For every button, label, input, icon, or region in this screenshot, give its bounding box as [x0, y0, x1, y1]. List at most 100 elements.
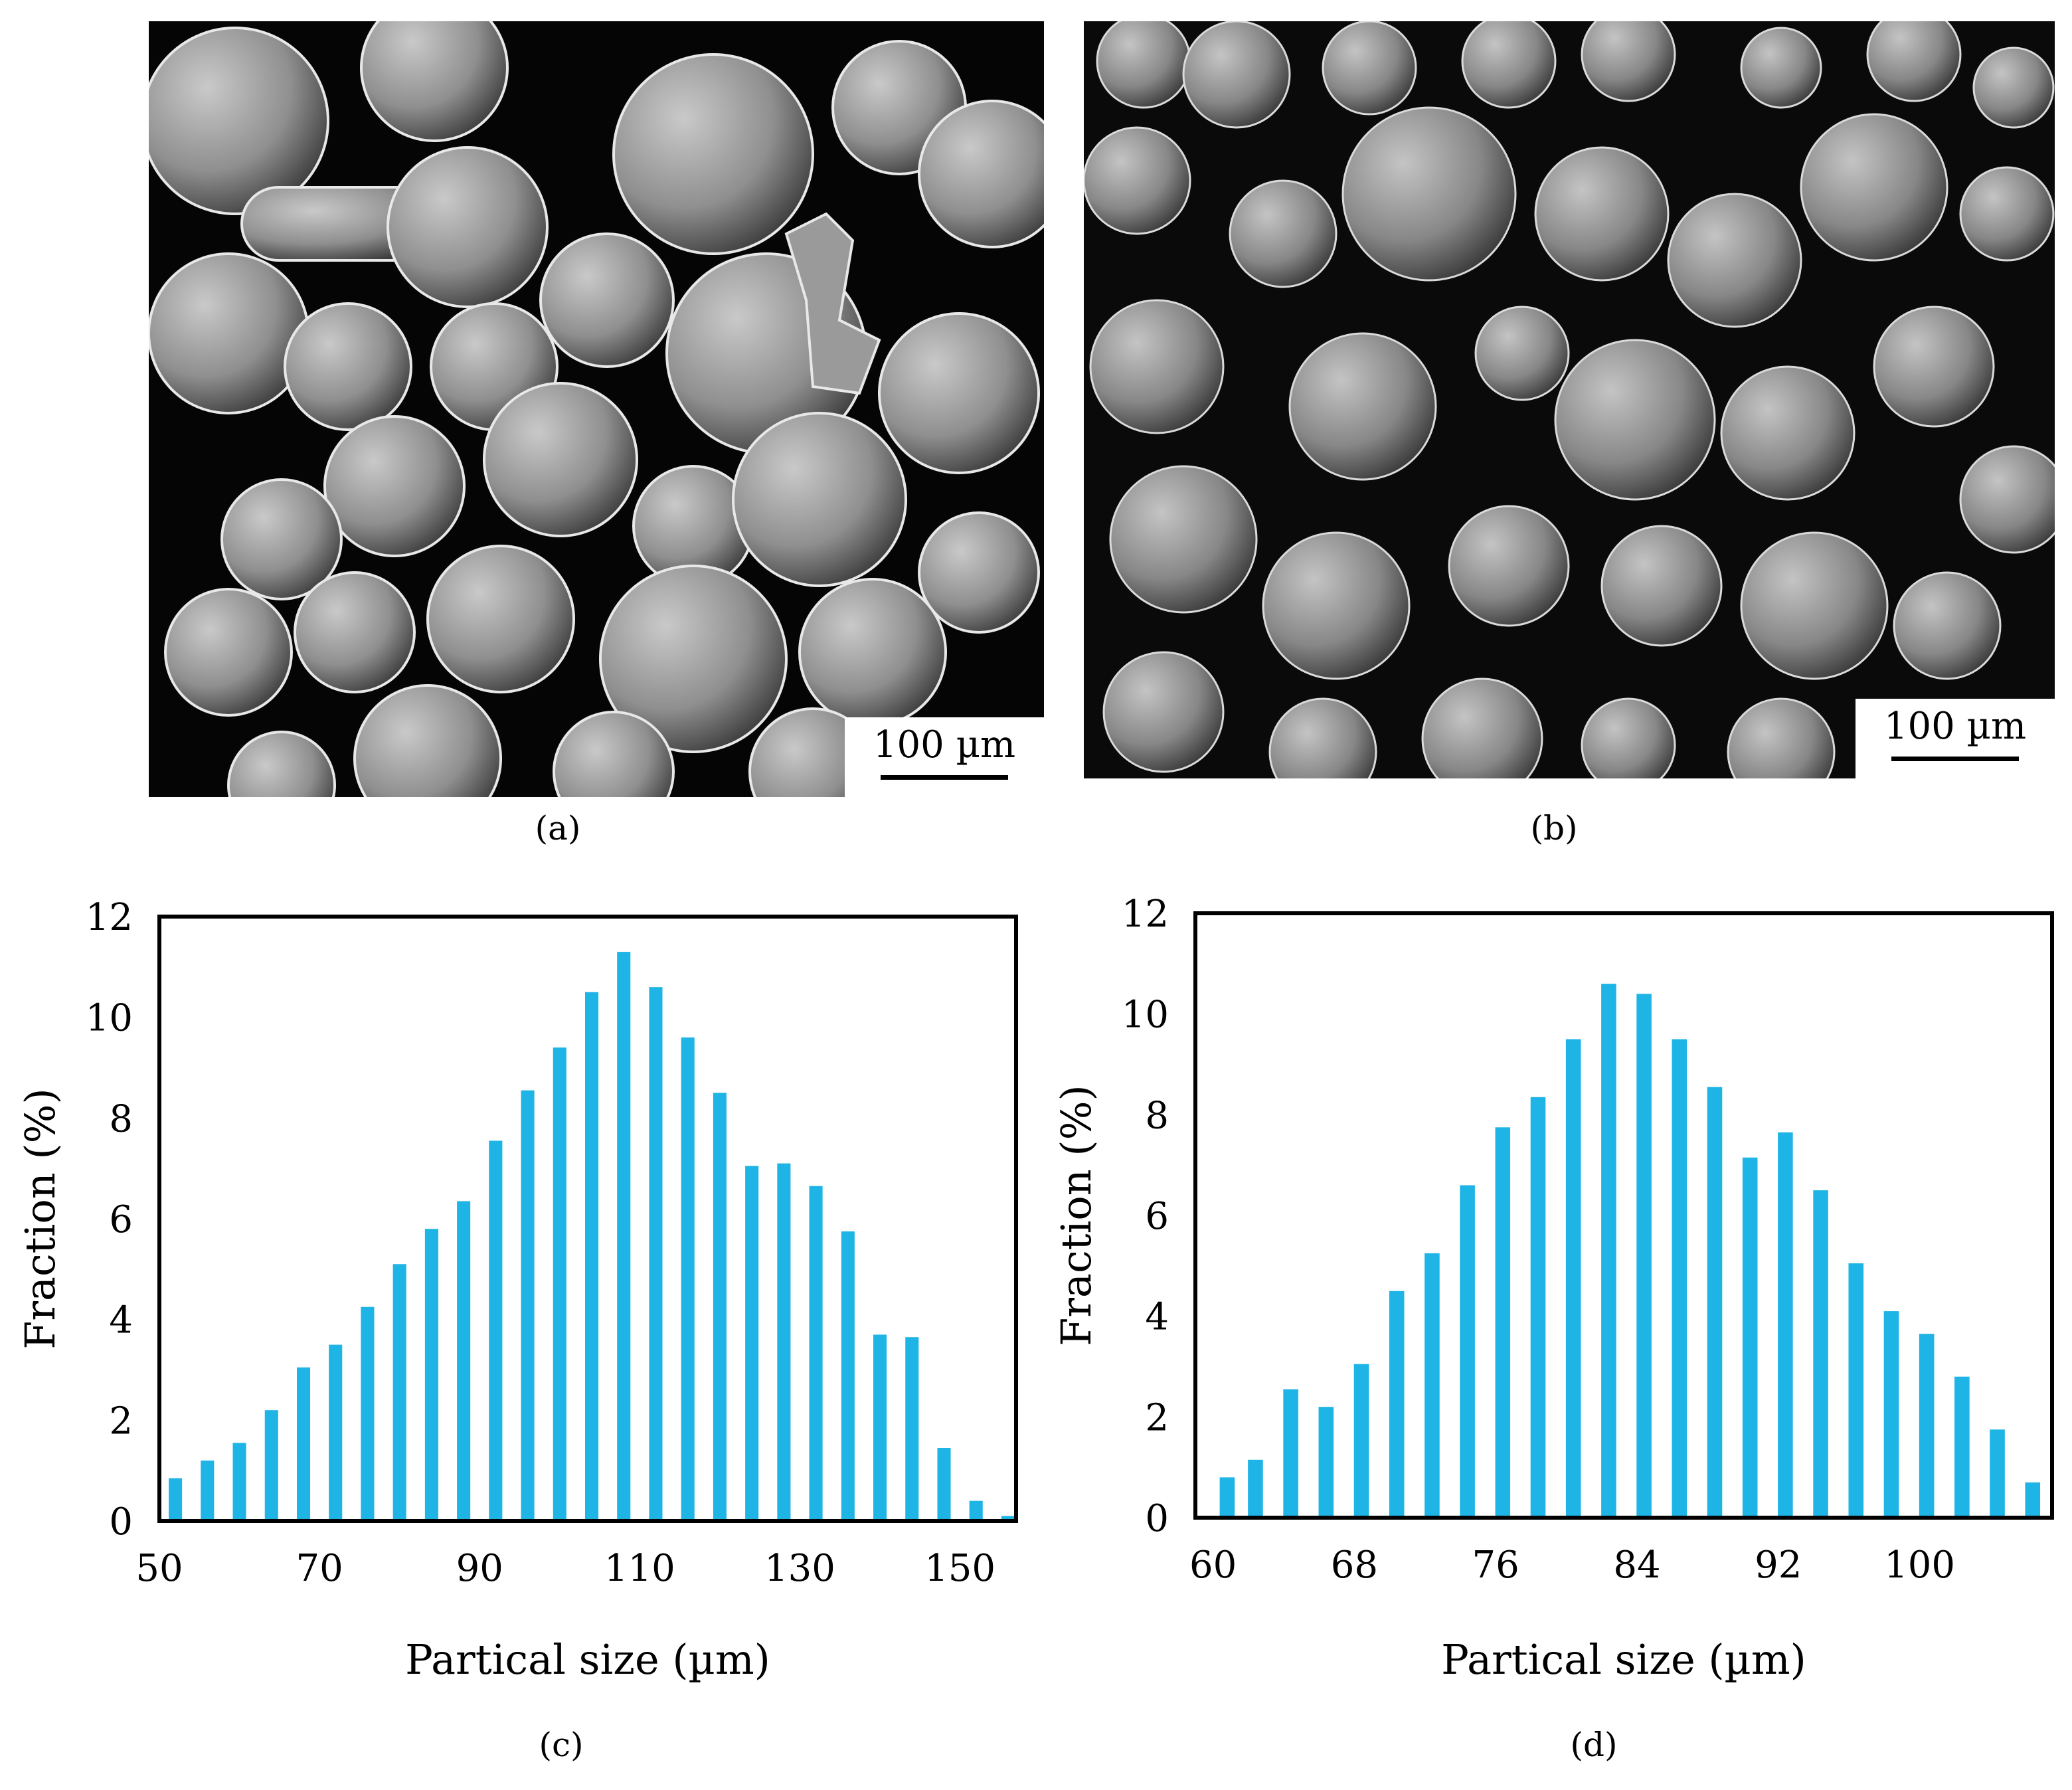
- bar-c-1: [201, 1461, 215, 1521]
- x-tick-labels-c: 50 70 90 110 130 150: [135, 1547, 995, 1590]
- y-tick-c-4: 8: [109, 1097, 133, 1140]
- bar-d-8: [1495, 1127, 1511, 1518]
- bar-d-2: [1283, 1389, 1298, 1518]
- bar-c-15: [649, 987, 663, 1521]
- x-tick-d-4: 92: [1755, 1544, 1802, 1587]
- bar-c-5: [329, 1344, 343, 1521]
- y-tick-d-6: 12: [1122, 893, 1169, 936]
- y-tick-d-5: 10: [1122, 994, 1169, 1037]
- bar-d-6: [1424, 1253, 1440, 1518]
- y-tick-c-6: 12: [86, 896, 133, 939]
- bar-d-16: [1778, 1132, 1793, 1518]
- y-tick-c-5: 10: [86, 997, 133, 1040]
- bar-d-4: [1353, 1364, 1369, 1518]
- x-tick-d-3: 84: [1613, 1544, 1660, 1587]
- x-axis-label-c: Partical size (µm): [405, 1635, 770, 1684]
- micrograph-a: 100 µm: [149, 21, 1044, 797]
- x-tick-c-2: 90: [456, 1547, 503, 1590]
- y-tick-labels-c: 0 2 4 6 8 10 12: [86, 896, 133, 1544]
- x-tick-d-5: 100: [1884, 1544, 1955, 1587]
- bar-c-21: [841, 1231, 855, 1521]
- y-tick-d-4: 8: [1145, 1094, 1169, 1137]
- bar-c-25: [969, 1500, 983, 1521]
- micrograph-b: 100 µm: [1084, 21, 2055, 778]
- bar-d-19: [1883, 1311, 1899, 1518]
- y-tick-d-2: 4: [1145, 1296, 1169, 1339]
- bar-d-7: [1460, 1185, 1475, 1518]
- x-tick-c-4: 130: [764, 1547, 835, 1590]
- bar-d-1: [1248, 1459, 1263, 1518]
- bar-d-22: [1990, 1429, 2005, 1518]
- caption-b: (b): [1530, 809, 1578, 848]
- y-tick-d-0: 0: [1145, 1497, 1169, 1540]
- histogram-c: 0 2 4 6 8 10 12 50 70 90 110 130 150 Fraction (%) P…: [16, 896, 1018, 1684]
- scale-bar-label-b: 100 µm: [1883, 705, 2027, 748]
- bar-c-24: [937, 1448, 951, 1521]
- bar-c-26: [1001, 1516, 1015, 1521]
- particle-image-b: [1084, 21, 2055, 778]
- bar-d-9: [1530, 1097, 1546, 1518]
- bar-d-20: [1919, 1334, 1935, 1518]
- bars-c: [169, 952, 1015, 1521]
- bar-c-2: [232, 1443, 246, 1521]
- bar-d-13: [1672, 1039, 1687, 1518]
- bar-c-3: [264, 1410, 278, 1521]
- bar-c-23: [905, 1337, 919, 1521]
- caption-d: (d): [1570, 1726, 1618, 1764]
- bar-c-20: [809, 1186, 823, 1521]
- y-tick-labels-d: 0 2 4 6 8 10 12: [1122, 893, 1169, 1540]
- scale-bar-b: 100 µm: [1856, 699, 2055, 778]
- bar-d-0: [1219, 1477, 1235, 1518]
- bar-c-4: [296, 1367, 311, 1521]
- y-axis-label-c: Fraction (%): [16, 1088, 64, 1349]
- caption-a: (a): [535, 809, 581, 848]
- bar-d-14: [1707, 1087, 1723, 1518]
- plot-frame-c: [157, 915, 1018, 1523]
- y-tick-c-2: 4: [109, 1299, 133, 1342]
- bar-c-22: [873, 1334, 887, 1521]
- bar-c-14: [617, 952, 631, 1521]
- bar-d-3: [1318, 1407, 1334, 1518]
- bar-d-21: [1954, 1376, 1970, 1518]
- y-tick-d-3: 6: [1145, 1195, 1169, 1238]
- x-tick-c-0: 50: [135, 1547, 183, 1590]
- bar-c-13: [584, 992, 599, 1521]
- bar-d-10: [1565, 1039, 1581, 1518]
- x-tick-d-1: 68: [1331, 1544, 1378, 1587]
- bar-c-16: [681, 1037, 695, 1521]
- x-tick-d-2: 76: [1472, 1544, 1519, 1587]
- bar-c-9: [457, 1201, 471, 1521]
- scale-bar-a: 100 µm: [845, 717, 1044, 797]
- bar-d-23: [2025, 1482, 2041, 1518]
- scale-bar-label-a: 100 µm: [873, 723, 1016, 766]
- scale-bar-line-b: [1891, 757, 2019, 761]
- bars-d: [1219, 984, 2041, 1518]
- y-tick-d-1: 2: [1145, 1396, 1169, 1439]
- particle-image-a: [149, 21, 1044, 797]
- bar-c-19: [777, 1163, 791, 1521]
- y-tick-c-1: 2: [109, 1399, 133, 1443]
- x-tick-c-3: 110: [604, 1547, 675, 1590]
- bar-c-17: [713, 1093, 727, 1521]
- bar-d-11: [1601, 984, 1616, 1518]
- bar-d-17: [1813, 1190, 1828, 1518]
- bar-c-12: [553, 1047, 566, 1521]
- bar-d-18: [1848, 1263, 1864, 1518]
- x-tick-labels-d: 60 68 76 84 92 100: [1189, 1544, 1955, 1587]
- bar-c-0: [169, 1478, 183, 1521]
- x-axis-label-d: Partical size (µm): [1441, 1635, 1806, 1684]
- y-tick-c-0: 0: [109, 1500, 133, 1544]
- x-tick-c-1: 70: [296, 1547, 343, 1590]
- scale-bar-line-a: [881, 775, 1008, 780]
- x-tick-c-5: 150: [924, 1547, 995, 1590]
- x-tick-d-0: 60: [1189, 1544, 1237, 1587]
- bar-d-5: [1389, 1291, 1405, 1518]
- bar-c-8: [424, 1229, 438, 1521]
- plot-frame-d: [1193, 911, 2054, 1520]
- bar-d-12: [1636, 994, 1652, 1518]
- caption-c: (c): [539, 1726, 584, 1764]
- y-tick-c-3: 6: [109, 1198, 133, 1241]
- bar-c-10: [489, 1140, 503, 1521]
- bar-c-7: [392, 1264, 406, 1521]
